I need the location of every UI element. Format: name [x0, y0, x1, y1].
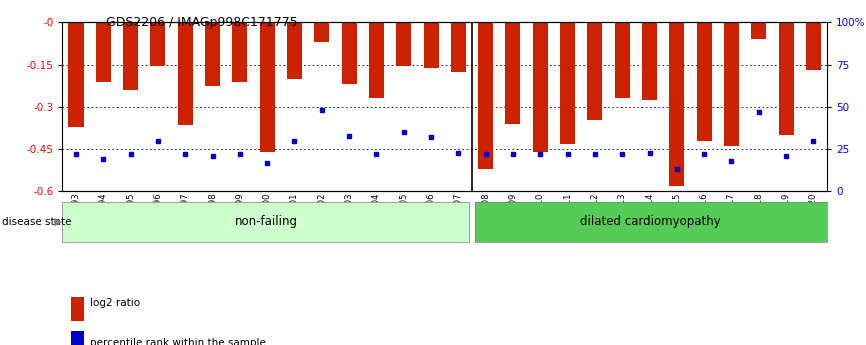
Bar [341, 22, 357, 85]
Bar [287, 22, 302, 79]
Bar [779, 22, 793, 135]
Text: dilated cardiomyopathy: dilated cardiomyopathy [580, 215, 721, 228]
Text: ▶: ▶ [54, 217, 62, 227]
Bar [506, 22, 520, 124]
Bar [151, 22, 165, 66]
Text: log2 ratio: log2 ratio [90, 298, 140, 308]
Bar [806, 22, 821, 70]
Bar [560, 22, 575, 144]
Bar [587, 22, 603, 120]
Bar [451, 22, 466, 72]
Bar [178, 22, 193, 125]
Bar [533, 22, 548, 152]
Bar [369, 22, 384, 98]
Bar [205, 22, 220, 86]
Bar [68, 22, 83, 127]
Bar [478, 22, 493, 169]
Bar [724, 22, 739, 146]
Bar [423, 22, 438, 68]
Bar [314, 22, 329, 42]
Bar [260, 22, 275, 152]
Bar [96, 22, 111, 81]
Bar [232, 22, 248, 81]
Text: disease state: disease state [2, 217, 71, 227]
Bar [123, 22, 139, 90]
Bar [615, 22, 630, 98]
Text: GDS2206 / IMAGp998C171775: GDS2206 / IMAGp998C171775 [106, 16, 297, 29]
Text: non-failing: non-failing [235, 215, 297, 228]
Bar [696, 22, 712, 141]
Bar [669, 22, 684, 186]
Bar [751, 22, 766, 39]
Text: percentile rank within the sample: percentile rank within the sample [90, 338, 266, 345]
Bar [397, 22, 411, 66]
Bar [642, 22, 657, 100]
